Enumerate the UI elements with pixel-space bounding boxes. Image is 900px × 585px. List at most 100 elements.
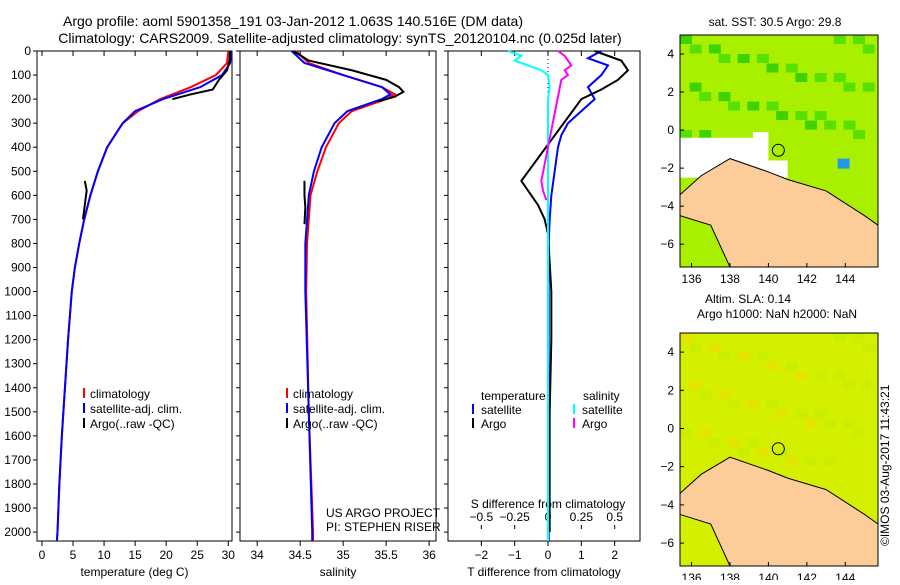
y-tick-label: 0 xyxy=(667,421,674,435)
map-cell xyxy=(853,35,866,44)
x-tick-label: 30 xyxy=(222,548,236,562)
map-cell xyxy=(795,73,808,83)
map-cell xyxy=(728,399,741,409)
x-tick-label: 20 xyxy=(159,548,173,562)
y-tick-label: 4 xyxy=(667,47,674,61)
map-cell xyxy=(737,352,750,362)
difference-axes-box xyxy=(447,50,641,542)
y-tick-label: 1600 xyxy=(4,429,31,443)
map-cell xyxy=(862,342,875,352)
y-tick-label: 1800 xyxy=(4,477,31,491)
x-tick-label: 138 xyxy=(720,272,740,286)
map-cell xyxy=(718,390,731,400)
y-tick-label: 2 xyxy=(667,85,674,99)
map-cell xyxy=(737,447,750,457)
map-cell xyxy=(708,44,721,54)
series-argo-deep xyxy=(81,180,88,220)
map-cell xyxy=(728,438,741,448)
map-cell xyxy=(766,101,779,111)
map-cell xyxy=(853,428,866,438)
map-cell xyxy=(708,342,721,352)
legend-title-salinity: salinity xyxy=(583,389,620,403)
map-cell xyxy=(785,361,798,371)
legend-label: Argo(..raw -QC) xyxy=(293,417,378,431)
x-tick-label: 0 xyxy=(545,548,552,562)
x-tick-label: 5 xyxy=(70,548,77,562)
map-title: Altim. SLA: 0.14 xyxy=(705,292,791,306)
y-tick-label: 300 xyxy=(11,116,31,130)
y-tick-label: 0 xyxy=(667,123,674,137)
map-cell xyxy=(795,371,808,381)
x-tick-label: 35.5 xyxy=(374,548,398,562)
map-cell xyxy=(785,63,798,73)
x-tick-label: 15 xyxy=(128,548,142,562)
map-cell xyxy=(853,333,866,342)
map-cell xyxy=(747,438,760,448)
y-tick-label: 800 xyxy=(11,236,31,250)
map-cell xyxy=(756,352,769,362)
y-tick-label: −6 xyxy=(660,536,674,550)
x-tick-label: 0 xyxy=(39,548,46,562)
x-tick-label: 2 xyxy=(611,548,618,562)
map-cell xyxy=(699,92,712,102)
map-cell xyxy=(795,409,808,419)
map-cell xyxy=(718,352,731,362)
x-axis-label: temperature (deg C) xyxy=(80,565,188,579)
title-line-1: Argo profile: aoml 5901358_191 03-Jan-20… xyxy=(63,13,523,29)
map-cell xyxy=(862,82,875,92)
map-cell xyxy=(795,111,808,121)
map-cell xyxy=(824,120,837,130)
map-cell xyxy=(833,371,846,381)
map-cell xyxy=(843,120,856,130)
no-data-region xyxy=(680,131,788,178)
y-tick-label: 4 xyxy=(667,345,674,359)
map-cell xyxy=(804,418,817,428)
project-line-2: PI: STEPHEN RISER xyxy=(326,520,441,534)
series-s-argo xyxy=(540,50,573,201)
map-cell xyxy=(862,380,875,390)
x-tick-label: −2 xyxy=(474,548,488,562)
map-cell xyxy=(843,380,856,390)
timestamp: ©IMOS 03-Aug-2017 11:43:21 xyxy=(878,384,892,546)
x-tick-label: 144 xyxy=(835,571,855,580)
y-tick-label: 900 xyxy=(11,260,31,274)
map-cell xyxy=(718,92,731,102)
map-cell xyxy=(776,409,789,419)
map-cell xyxy=(747,399,760,409)
legend-label: satellite-adj. clim. xyxy=(293,402,385,416)
y-tick-label: −2 xyxy=(660,460,674,474)
legend-label: climatology xyxy=(90,387,150,401)
map-cell xyxy=(689,380,702,390)
map-cell xyxy=(804,120,817,130)
y-tick-label: 1400 xyxy=(4,381,31,395)
cold-cell xyxy=(837,158,850,169)
y-tick-label: −6 xyxy=(660,237,674,251)
y-tick-label: 600 xyxy=(11,188,31,202)
map-cell xyxy=(833,333,846,342)
x-tick-label: 140 xyxy=(758,272,778,286)
series-argo-deep xyxy=(303,180,307,225)
land-new-guinea xyxy=(679,158,879,268)
s-tick-label: −0.25 xyxy=(499,510,530,524)
x-tick-label: 142 xyxy=(797,272,817,286)
map-cell xyxy=(862,44,875,54)
y-tick-label: −4 xyxy=(660,498,674,512)
map-cell xyxy=(785,457,798,467)
x-axis-label: salinity xyxy=(320,565,357,579)
y-tick-label: 200 xyxy=(11,92,31,106)
legend-label: Argo(..raw -QC) xyxy=(90,417,175,431)
y-tick-label: 100 xyxy=(11,68,31,82)
map-cell xyxy=(699,130,712,140)
s-tick-label: −0.5 xyxy=(469,510,493,524)
y-tick-label: 1300 xyxy=(4,357,31,371)
y-tick-label: −2 xyxy=(660,161,674,175)
map-cell xyxy=(728,101,741,111)
s-tick-label: 0.5 xyxy=(606,510,623,524)
map-cell xyxy=(776,447,789,457)
s-tick-label: 0.25 xyxy=(570,510,594,524)
map-cell xyxy=(804,457,817,467)
project-line-1: US ARGO PROJECT xyxy=(326,506,441,520)
map-cell xyxy=(708,438,721,448)
x-tick-label: 25 xyxy=(191,548,205,562)
